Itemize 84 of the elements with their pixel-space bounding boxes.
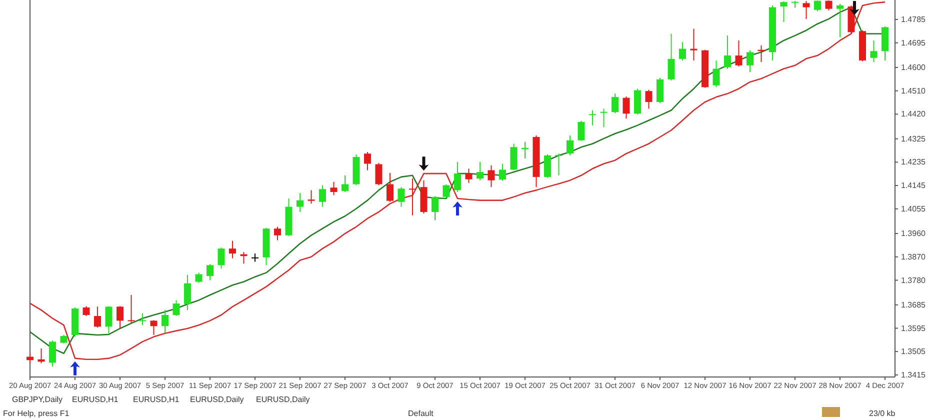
y-tick-label: 1.4420 [901, 110, 926, 119]
candlestick [409, 178, 416, 216]
candlestick [668, 33, 675, 81]
y-tick-label: 1.4235 [901, 158, 926, 167]
y-tick-label: 1.4600 [901, 63, 926, 72]
candlestick [274, 226, 281, 241]
candlestick [510, 143, 518, 171]
candlestick [296, 192, 304, 212]
candlestick [308, 190, 315, 204]
candlestick [398, 186, 405, 208]
text: EURUSD,Daily [256, 395, 310, 404]
y-tick-label: 1.3415 [901, 370, 926, 380]
y-tick-label: 1.3870 [901, 252, 926, 262]
candlestick [780, 0, 788, 23]
candlestick [454, 161, 461, 193]
candlestick [476, 161, 484, 181]
candlestick [442, 184, 450, 198]
text: GBPJPY,Daily [12, 395, 63, 404]
candlestick [589, 110, 596, 126]
y-tick-label: 1.4695 [901, 38, 926, 48]
y-tick-label: 1.3505 [901, 347, 926, 356]
candlestick [150, 320, 158, 336]
candlestick [712, 60, 720, 88]
candlestick [342, 174, 348, 193]
candlestick [139, 312, 146, 326]
candlestick [870, 40, 878, 63]
candlestick [330, 181, 338, 196]
y-tick-label: 1.4785 [901, 15, 926, 24]
candlestick [690, 28, 698, 61]
y-tick-label: 1.4145 [901, 181, 926, 190]
y-tick-label: 1.3595 [901, 324, 926, 333]
candlestick [499, 163, 506, 182]
text: EURUSD,H1 [72, 395, 119, 404]
candlestick [802, 0, 810, 20]
candlestick [218, 247, 225, 270]
candlestick [679, 42, 686, 61]
candlestick [116, 306, 124, 329]
candlestick [566, 134, 574, 156]
candlestick [836, 3, 844, 38]
candlestick [252, 252, 258, 262]
candlestick [375, 162, 382, 186]
candlestick [882, 26, 888, 61]
candlestick [206, 264, 214, 281]
candlestick [735, 40, 742, 67]
candlestick [488, 164, 495, 188]
candlestick [555, 153, 562, 176]
candlestick [319, 184, 326, 208]
y-tick-label: 1.4055 [901, 204, 926, 214]
y-tick-label: 1.4325 [901, 134, 926, 144]
text: Default [408, 409, 434, 418]
text: EURUSD,Daily [190, 395, 244, 404]
text: EURUSD,H1 [133, 395, 180, 404]
y-tick-label: 1.3685 [901, 300, 926, 310]
candlestick [172, 300, 180, 317]
candlestick [544, 154, 551, 178]
candlestick [634, 88, 641, 115]
candlestick [465, 168, 472, 184]
candlestick [82, 306, 90, 317]
candlestick [600, 108, 608, 128]
candlestick [94, 306, 101, 328]
candlestick [825, 0, 832, 11]
candlestick [645, 89, 652, 110]
candlestick [622, 96, 630, 120]
candlestick [195, 272, 202, 284]
text: 23/0 kb [869, 409, 896, 418]
candlestick [612, 93, 618, 114]
text: For Help, press F1 [3, 409, 70, 418]
candlestick [814, 0, 821, 12]
candlestick [184, 274, 191, 311]
y-tick-label: 1.3960 [901, 229, 926, 238]
candlestick [724, 35, 731, 70]
candlestick [162, 310, 168, 334]
candlestick [364, 152, 371, 171]
y-tick-label: 1.3780 [901, 276, 926, 285]
candlestick [128, 294, 135, 324]
candlestick [386, 172, 394, 202]
candlestick [105, 306, 112, 334]
candlestick [229, 240, 236, 259]
candlestick [49, 340, 56, 368]
candlestick [656, 77, 664, 104]
candlestick [746, 50, 754, 73]
candlestick [578, 120, 585, 142]
y-tick-label: 1.4510 [901, 86, 926, 96]
candlestick [432, 196, 438, 221]
